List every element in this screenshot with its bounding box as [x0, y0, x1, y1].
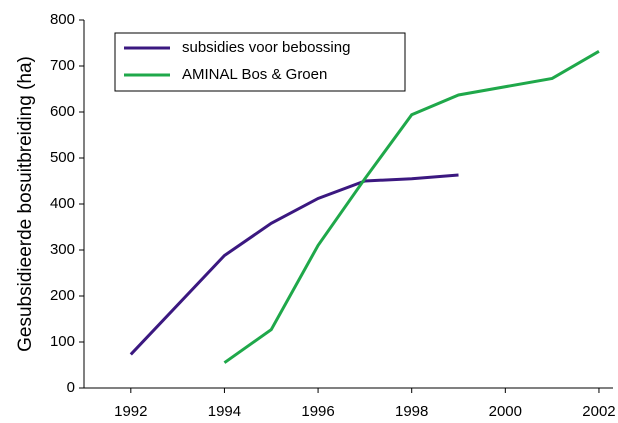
- legend-label: AMINAL Bos & Groen: [182, 66, 327, 83]
- legend-label: subsidies voor bebossing: [182, 39, 350, 56]
- y-tick-label: 0: [67, 379, 75, 396]
- y-tick-label: 100: [50, 333, 75, 350]
- y-tick-label: 500: [50, 149, 75, 166]
- y-tick-label: 200: [50, 287, 75, 304]
- y-tick-label: 800: [50, 11, 75, 28]
- legend-box: [114, 32, 406, 92]
- y-tick-label: 300: [50, 241, 75, 258]
- y-axis-label: Gesubsidieerde bosuitbreiding (ha): [15, 56, 36, 352]
- x-tick-label: 1996: [301, 403, 334, 420]
- y-tick-label: 400: [50, 195, 75, 212]
- y-tick-label: 600: [50, 103, 75, 120]
- x-tick-label: 1998: [395, 403, 428, 420]
- x-tick-label: 2000: [489, 403, 522, 420]
- data-line: [223, 49, 600, 364]
- x-tick-label: 1994: [208, 403, 241, 420]
- data-line: [129, 173, 459, 356]
- x-tick-label: 1992: [114, 403, 147, 420]
- y-tick-label: 700: [50, 57, 75, 74]
- x-tick-label: 2002: [582, 403, 615, 420]
